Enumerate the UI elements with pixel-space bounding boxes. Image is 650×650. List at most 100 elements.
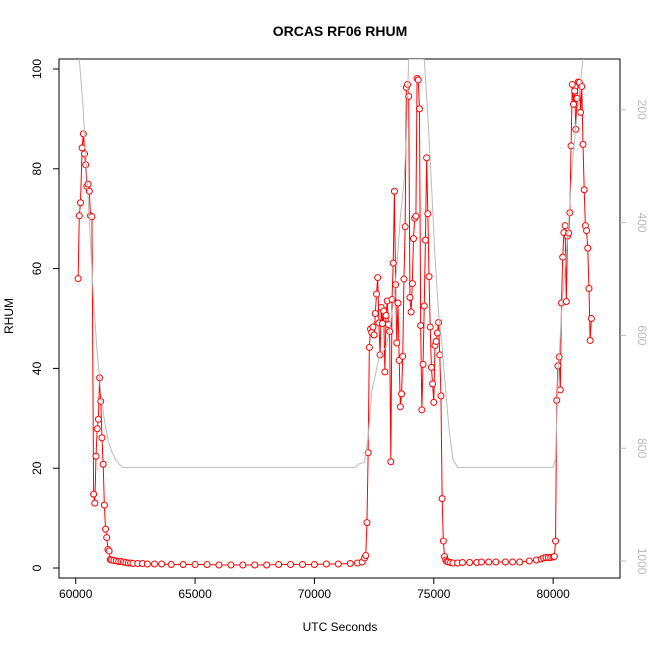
data-point <box>287 561 295 569</box>
data-point <box>408 280 416 288</box>
data-point <box>559 253 567 261</box>
data-point <box>394 299 402 307</box>
data-point <box>79 130 87 138</box>
data-point <box>102 525 110 533</box>
data-point <box>158 560 166 568</box>
right-tick-label: 400 <box>635 213 649 233</box>
data-point <box>437 392 445 400</box>
data-point <box>439 537 447 545</box>
data-point <box>310 561 318 569</box>
data-point <box>552 537 560 545</box>
data-point <box>91 499 99 507</box>
y-axis: 0 20 40 60 80 100 <box>30 59 59 571</box>
data-point <box>399 352 407 360</box>
y-tick-label: 40 <box>30 361 44 375</box>
data-point <box>179 561 187 569</box>
data-point <box>215 561 223 569</box>
data-point <box>516 558 524 566</box>
data-point <box>407 308 415 316</box>
data-point <box>382 312 390 320</box>
data-point <box>432 337 440 345</box>
data-point <box>417 321 425 329</box>
data-point <box>94 415 102 423</box>
data-point <box>426 323 434 331</box>
chart-title: ORCAS RF06 RHUM <box>273 23 408 39</box>
data-point <box>92 452 100 460</box>
data-point <box>99 460 107 468</box>
data-point <box>239 561 247 569</box>
data-point <box>334 560 342 568</box>
data-point <box>565 229 573 237</box>
right-tick-label: 200 <box>635 100 649 120</box>
right-tick-label: 1000 <box>635 548 649 575</box>
data-point <box>143 560 151 568</box>
data-point <box>433 329 441 337</box>
data-point <box>587 315 595 322</box>
data-point <box>75 212 83 220</box>
data-point <box>420 302 428 310</box>
data-point <box>100 501 108 509</box>
data-point <box>584 244 592 252</box>
data-point <box>370 331 378 339</box>
data-point <box>501 558 509 566</box>
data-point <box>583 227 591 235</box>
data-point <box>81 150 89 158</box>
data-point <box>579 140 587 148</box>
data-point <box>567 142 575 150</box>
right-axis: 200 400 600 800 1000 <box>620 100 649 575</box>
data-point <box>88 213 96 221</box>
y-axis-label: RHUM <box>2 298 16 334</box>
y-tick-label: 60 <box>30 262 44 276</box>
data-point <box>322 560 330 568</box>
x-axis-label: UTC Seconds <box>303 620 378 634</box>
data-point <box>430 398 438 406</box>
data-point <box>561 222 569 230</box>
plot-frame <box>58 58 621 579</box>
data-point <box>423 154 431 162</box>
data-point <box>458 559 466 567</box>
data-point <box>585 285 593 293</box>
data-point <box>400 275 408 283</box>
data-point <box>373 290 380 298</box>
data-point <box>93 425 101 433</box>
data-point <box>580 186 588 194</box>
data-point <box>406 294 414 302</box>
data-point <box>553 396 561 404</box>
data-point <box>299 561 306 569</box>
data-point <box>509 558 517 566</box>
data-point <box>466 559 474 567</box>
data-point <box>435 318 443 326</box>
data-point <box>90 490 98 498</box>
series-0 <box>74 74 595 569</box>
x-tick-label: 65000 <box>178 587 212 601</box>
data-point <box>363 519 371 527</box>
data-point <box>263 561 271 569</box>
data-point <box>364 449 372 457</box>
data-point <box>419 360 427 368</box>
data-point <box>410 235 417 243</box>
data-point <box>418 406 426 414</box>
data-point <box>525 557 533 565</box>
data-point <box>577 108 585 116</box>
x-tick-label: 75000 <box>417 587 451 601</box>
right-tick-label: 600 <box>635 325 649 345</box>
right-tick-label: 800 <box>635 438 649 458</box>
data-point <box>556 386 564 394</box>
data-point <box>76 199 84 207</box>
data-point <box>478 558 486 566</box>
data-point <box>98 434 106 442</box>
data-point <box>414 76 422 84</box>
data-point <box>415 105 423 113</box>
data-point <box>150 560 158 568</box>
data-point <box>554 362 562 370</box>
data-point <box>492 558 500 566</box>
data-point <box>203 561 211 569</box>
y-tick-label: 20 <box>30 461 44 475</box>
data-point <box>425 273 433 281</box>
data-point <box>387 458 395 466</box>
data-point <box>568 80 576 88</box>
data-point <box>550 553 558 561</box>
data-point <box>429 380 437 388</box>
data-point <box>227 561 235 569</box>
